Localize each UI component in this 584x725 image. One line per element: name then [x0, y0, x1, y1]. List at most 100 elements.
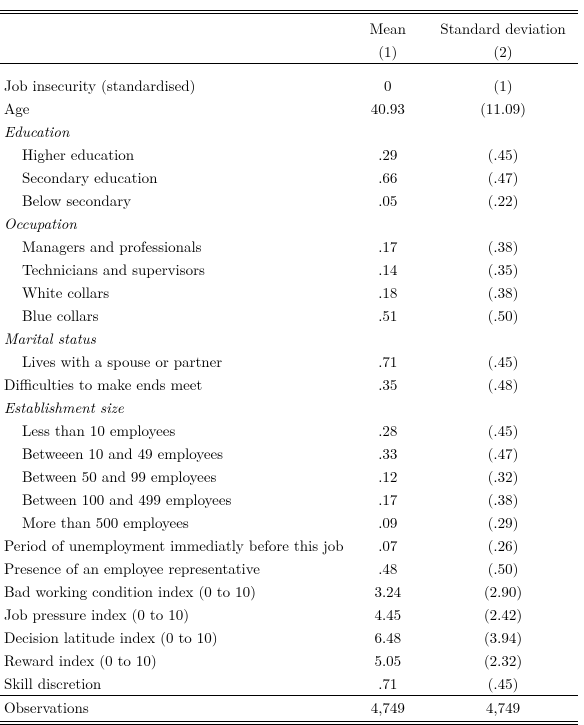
row-sd: (1) — [428, 74, 578, 97]
row-mean: 4.45 — [348, 603, 428, 626]
row-sd: (2.42) — [428, 603, 578, 626]
row-label: Below secondary — [0, 189, 348, 212]
row-sd: (11.09) — [428, 97, 578, 120]
table-row: More than 500 employees.09(.29) — [0, 511, 578, 534]
row-sd: (.32) — [428, 465, 578, 488]
section-title: Marital status — [0, 327, 348, 350]
row-label: Job insecurity (standardised) — [0, 74, 348, 97]
row-sd: (.45) — [428, 350, 578, 373]
table-row: Technicians and supervisors.14(.35) — [0, 258, 578, 281]
row-label: Managers and professionals — [0, 235, 348, 258]
row-label: Reward index (0 to 10) — [0, 649, 348, 672]
header-sd: Standard deviation — [428, 14, 578, 41]
row-label: Period of unemployment immediatly before… — [0, 534, 348, 557]
row-mean: .66 — [348, 166, 428, 189]
row-mean: 0 — [348, 74, 428, 97]
row-sd: (3.94) — [428, 626, 578, 649]
row-label: Technicians and supervisors — [0, 258, 348, 281]
section-title: Establishment size — [0, 396, 348, 419]
section-title: Occupation — [0, 212, 348, 235]
header-mean: Mean — [348, 14, 428, 41]
row-mean: .17 — [348, 488, 428, 511]
row-sd: (.38) — [428, 235, 578, 258]
row-label: Between 50 and 99 employees — [0, 465, 348, 488]
row-label: Less than 10 employees — [0, 419, 348, 442]
row-sd: (.38) — [428, 488, 578, 511]
table-row: Bad working condition index (0 to 10)3.2… — [0, 580, 578, 603]
row-mean: .18 — [348, 281, 428, 304]
row-label: Bad working condition index (0 to 10) — [0, 580, 348, 603]
row-sd: (.47) — [428, 166, 578, 189]
table-row: Less than 10 employees.28(.45) — [0, 419, 578, 442]
row-label: Job pressure index (0 to 10) — [0, 603, 348, 626]
table-row: Between 100 and 499 employees.17(.38) — [0, 488, 578, 511]
row-sd: (.38) — [428, 281, 578, 304]
table-row: Age40.93(11.09) — [0, 97, 578, 120]
row-label: Higher education — [0, 143, 348, 166]
footer-sd: 4,749 — [428, 696, 578, 720]
table-row: Difficulties to make ends meet.35(.48) — [0, 373, 578, 396]
row-sd: (.29) — [428, 511, 578, 534]
descriptive-stats-table: Mean Standard deviation (1) (2) Job inse… — [0, 0, 584, 644]
row-mean: .07 — [348, 534, 428, 557]
table-row: Managers and professionals.17(.38) — [0, 235, 578, 258]
row-mean: .29 — [348, 143, 428, 166]
row-mean: .35 — [348, 373, 428, 396]
header-mean-sub: (1) — [348, 40, 428, 64]
table-row: Period of unemployment immediatly before… — [0, 534, 578, 557]
row-sd: (.26) — [428, 534, 578, 557]
table-row: Blue collars.51(.50) — [0, 304, 578, 327]
row-mean: .05 — [348, 189, 428, 212]
row-label: Between 100 and 499 employees — [0, 488, 348, 511]
table-row: Decision latitude index (0 to 10)6.48(3.… — [0, 626, 578, 649]
table-row: Between 50 and 99 employees.12(.32) — [0, 465, 578, 488]
table-row: Reward index (0 to 10)5.05(2.32) — [0, 649, 578, 672]
table-row: Job pressure index (0 to 10)4.45(2.42) — [0, 603, 578, 626]
table-row: Secondary education.66(.47) — [0, 166, 578, 189]
row-sd: (.50) — [428, 557, 578, 580]
table-row: White collars.18(.38) — [0, 281, 578, 304]
row-label: Skill discretion — [0, 672, 348, 696]
row-label: Age — [0, 97, 348, 120]
row-mean: .12 — [348, 465, 428, 488]
row-label: White collars — [0, 281, 348, 304]
section-title: Education — [0, 120, 348, 143]
row-mean: .09 — [348, 511, 428, 534]
row-sd: (.22) — [428, 189, 578, 212]
row-sd: (.47) — [428, 442, 578, 465]
row-mean: 5.05 — [348, 649, 428, 672]
row-mean: 40.93 — [348, 97, 428, 120]
row-mean: .71 — [348, 672, 428, 696]
table-row: Skill discretion.71(.45) — [0, 672, 578, 696]
row-label: Betweeen 10 and 49 employees — [0, 442, 348, 465]
table-row: Presence of an employee representative.4… — [0, 557, 578, 580]
row-sd: (2.90) — [428, 580, 578, 603]
row-label: Blue collars — [0, 304, 348, 327]
header-sd-sub: (2) — [428, 40, 578, 64]
row-mean: .71 — [348, 350, 428, 373]
row-mean: .28 — [348, 419, 428, 442]
row-sd: (.50) — [428, 304, 578, 327]
table-row: Below secondary.05(.22) — [0, 189, 578, 212]
footer-mean: 4,749 — [348, 696, 428, 720]
table-row: Job insecurity (standardised)0(1) — [0, 74, 578, 97]
row-mean: 6.48 — [348, 626, 428, 649]
row-label: Decision latitude index (0 to 10) — [0, 626, 348, 649]
header-empty — [0, 14, 348, 41]
stats-table: Mean Standard deviation (1) (2) Job inse… — [0, 10, 578, 725]
table-row: Lives with a spouse or partner.71(.45) — [0, 350, 578, 373]
row-mean: .14 — [348, 258, 428, 281]
row-mean: .48 — [348, 557, 428, 580]
row-sd: (2.32) — [428, 649, 578, 672]
row-sd: (.35) — [428, 258, 578, 281]
row-label: Secondary education — [0, 166, 348, 189]
row-label: Presence of an employee representative — [0, 557, 348, 580]
row-sd: (.48) — [428, 373, 578, 396]
table-row: Higher education.29(.45) — [0, 143, 578, 166]
row-mean: .33 — [348, 442, 428, 465]
row-mean: .51 — [348, 304, 428, 327]
row-sd: (.45) — [428, 419, 578, 442]
row-sd: (.45) — [428, 672, 578, 696]
footer-label: Observations — [0, 696, 348, 720]
row-label: Difficulties to make ends meet — [0, 373, 348, 396]
